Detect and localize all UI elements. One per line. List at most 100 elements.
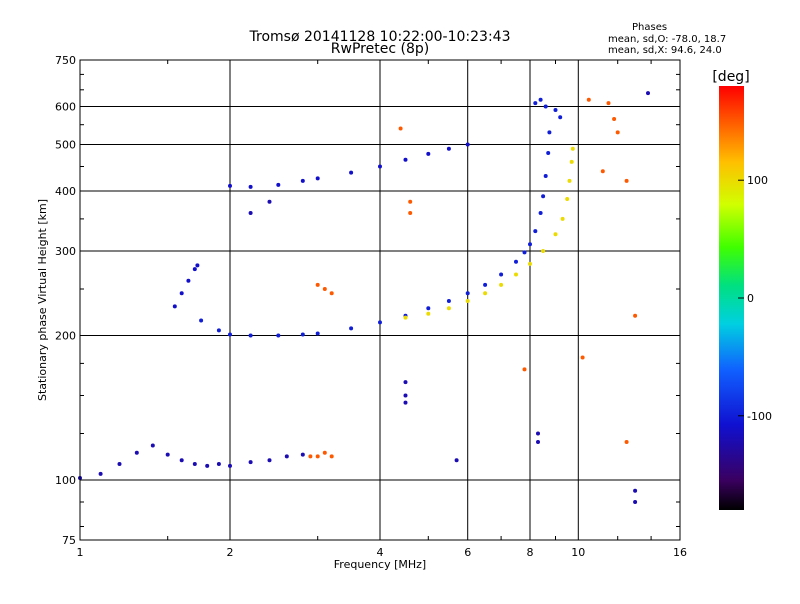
data-point [378,320,382,325]
data-point [567,178,572,183]
data-series [248,91,650,504]
data-point [528,242,532,247]
data-series [403,146,575,320]
data-point [315,454,320,459]
data-series [78,443,305,480]
colorbar-tick-label: -100 [747,410,772,423]
data-point [403,393,408,398]
data-point [308,454,313,459]
chart-subtitle: RwPretec (8p) [331,41,429,57]
data-point [569,159,574,164]
data-point [315,282,320,287]
y-tick-label: 100 [55,474,76,487]
data-point [446,306,451,311]
data-point [216,328,221,333]
data-point [248,333,253,338]
data-point [646,91,650,96]
data-point [580,355,585,360]
data-point [454,458,459,463]
data-point [408,211,413,215]
data-point [541,249,546,253]
data-point [570,146,575,151]
data-point [403,400,408,405]
data-point [315,176,320,181]
x-tick-label: 1 [77,546,84,559]
data-point [633,500,638,504]
data-point [499,282,504,287]
y-axis-label: Stationary phase Virtual Height [km] [36,199,49,401]
data-point [267,199,272,204]
data-point [553,108,558,112]
data-point [267,458,272,463]
y-tick-label: 400 [55,185,76,198]
colorbar-tick-label: 100 [747,174,768,187]
data-point [398,126,403,131]
y-tick-label: 600 [55,101,76,114]
data-point [514,259,518,264]
data-point [248,460,253,465]
data-point [349,326,354,331]
data-point [98,471,103,476]
data-point [533,101,538,106]
data-point [543,174,548,178]
data-point [624,440,629,444]
data-point [565,197,570,201]
data-point [600,169,605,174]
points-layer [78,91,650,504]
data-point [150,443,155,448]
axes-layer: 1 2 4 6 8 10 16 75 100 200 300 400 500 600 750 [55,54,687,559]
x-tick-label: 8 [527,546,534,559]
x-tick-label: 2 [227,546,234,559]
data-point [284,454,289,459]
data-point [483,291,488,296]
data-point [536,440,540,444]
data-point [538,97,543,102]
data-point [483,282,488,287]
x-axis-label: Frequency [MHz] [334,558,426,571]
data-point [248,211,253,215]
data-point [403,315,408,320]
data-point [426,151,431,156]
data-point [186,278,191,283]
data-point [228,183,232,188]
data-series [315,97,638,444]
data-point [134,450,139,455]
x-tick-label: 6 [464,546,471,559]
data-point [192,462,197,466]
plot-frame [79,59,681,541]
data-point [179,458,184,463]
data-point [612,117,617,121]
data-point [329,454,334,459]
data-point [403,157,408,162]
data-point [533,229,538,234]
data-point [528,261,532,266]
data-point [499,272,504,277]
y-tick-label: 200 [55,330,76,343]
colorbar-label: [deg] [712,69,749,85]
data-point [536,431,540,436]
stats-x-mode: mean, sd,X: 94.6, 24.0 [608,45,722,56]
data-point [300,178,305,183]
data-point [547,130,552,135]
data-point [560,216,565,221]
data-point [300,332,305,337]
data-point [195,263,200,268]
colorbar-ticks: 100 0 -100 [738,174,772,423]
data-point [322,450,327,455]
data-point [276,182,281,187]
grid-layer [80,60,680,540]
data-point [205,463,210,468]
data-point [172,304,177,309]
data-point [329,291,334,296]
data-point [541,194,546,199]
data-point [624,178,629,183]
data-point [199,318,204,323]
data-point [465,291,470,296]
data-series [228,142,470,189]
data-point [558,115,563,120]
data-point [465,142,470,147]
stats-heading: Phases [632,22,667,33]
data-point [465,299,470,303]
stats-o-mode: mean, sd,O: -78.0, 18.7 [608,34,726,45]
